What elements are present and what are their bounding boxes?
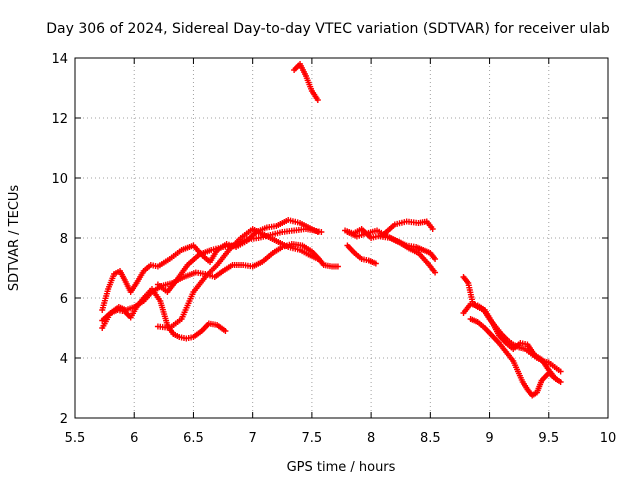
series-track-e: [154, 226, 325, 295]
x-tick-label: 7: [249, 431, 257, 446]
series-track-i: [344, 242, 379, 267]
y-tick-label: 4: [60, 352, 68, 367]
y-tick-label: 12: [51, 112, 68, 127]
y-tick-label: 8: [60, 232, 68, 247]
data-point: [432, 269, 439, 276]
data-point: [432, 256, 439, 262]
data-point: [552, 376, 559, 382]
x-tick-label: 10: [600, 431, 617, 446]
data-point: [222, 328, 229, 334]
data-point: [314, 256, 321, 262]
data-points: [99, 61, 564, 399]
y-tick-label: 2: [60, 412, 68, 427]
y-tick-labels: 2 4 6 8 10 12 14: [51, 52, 68, 427]
axis-ticks: [74, 57, 609, 419]
series-track-g: [342, 218, 436, 241]
x-tick-label: 7.5: [302, 431, 323, 446]
series-track-c: [99, 286, 229, 342]
x-tick-label: 9: [485, 431, 493, 446]
grid: [75, 58, 608, 418]
chart-title: Day 306 of 2024, Sidereal Day-to-day VTE…: [46, 21, 610, 37]
x-tick-label: 6: [130, 431, 138, 446]
data-point: [372, 260, 379, 267]
y-tick-label: 14: [51, 52, 68, 67]
y-tick-label: 10: [51, 172, 68, 187]
x-tick-label: 8.5: [420, 431, 441, 446]
x-tick-label: 5.5: [65, 431, 86, 446]
series-track-l: [460, 301, 564, 385]
series-track-m: [467, 316, 559, 399]
data-point: [429, 226, 436, 232]
y-axis-label: SDTVAR / TECUs: [7, 185, 22, 292]
x-tick-label: 6.5: [183, 431, 204, 446]
data-point: [318, 229, 325, 235]
data-point: [314, 97, 321, 103]
data-point: [557, 368, 564, 375]
data-point: [557, 379, 564, 385]
plot-frame: [74, 57, 609, 419]
x-tick-label: 9.5: [538, 431, 559, 446]
series-track-j: [377, 233, 439, 276]
x-axis-label: GPS time / hours: [287, 460, 396, 475]
x-tick-label: 8: [367, 431, 375, 446]
series-track-d: [154, 226, 321, 331]
data-point: [334, 263, 341, 270]
y-tick-label: 6: [60, 292, 68, 307]
series-track-f: [291, 61, 321, 103]
x-tick-labels: 5.5 6 6.5 7 7.5 8 8.5 9 9.5 10: [65, 431, 617, 446]
